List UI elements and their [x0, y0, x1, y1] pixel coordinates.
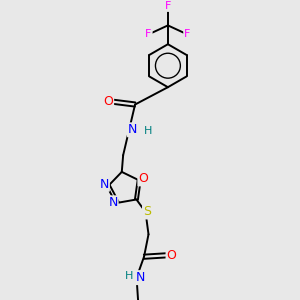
- Text: F: F: [145, 29, 152, 39]
- Text: H: H: [125, 271, 133, 281]
- Text: N: N: [100, 178, 109, 191]
- Text: N: N: [128, 123, 137, 136]
- Text: N: N: [108, 196, 118, 209]
- Text: N: N: [136, 271, 145, 284]
- Text: O: O: [167, 249, 176, 262]
- Text: S: S: [143, 206, 151, 218]
- Text: O: O: [103, 95, 113, 108]
- Text: O: O: [138, 172, 148, 185]
- Text: F: F: [184, 29, 190, 39]
- Text: F: F: [165, 1, 171, 11]
- Text: H: H: [143, 126, 152, 136]
